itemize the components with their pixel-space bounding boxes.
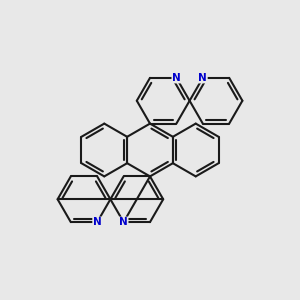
Text: N: N [93, 217, 102, 227]
Text: N: N [198, 73, 207, 83]
Text: N: N [119, 217, 128, 227]
Text: N: N [172, 73, 181, 83]
